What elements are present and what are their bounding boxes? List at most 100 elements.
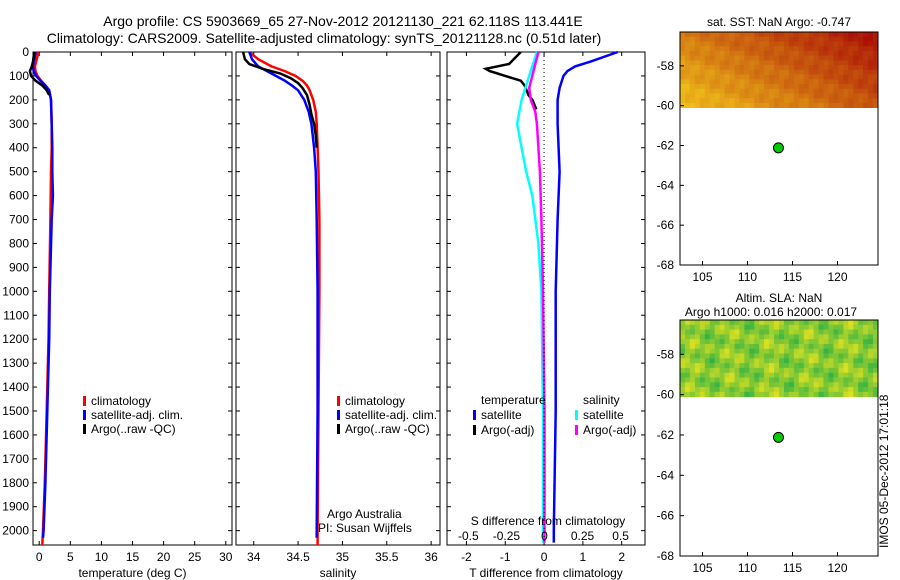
sst_map-cell — [788, 69, 795, 75]
depth-tick-label: 200 — [9, 93, 29, 107]
sla_map-cell — [734, 320, 740, 326]
sst_map-cell — [803, 60, 810, 66]
sla_map-cell — [793, 339, 800, 345]
sst_map-cell — [694, 84, 701, 90]
sla_map-cell — [744, 324, 750, 330]
sla_map-cell — [808, 387, 815, 393]
sst_map-cell — [848, 41, 854, 47]
sst_map-cell — [818, 50, 824, 56]
difference-x-tick-label: 2 — [618, 550, 625, 564]
sst_map-cell — [759, 93, 765, 99]
sst_map-cell — [729, 55, 735, 61]
sla_map-cell — [739, 320, 745, 326]
sst_map-cell — [724, 32, 730, 38]
sst_map-cell — [744, 50, 750, 56]
sst_map-cell — [689, 93, 696, 99]
sla_map-cell — [734, 324, 740, 330]
sla_map-cell — [813, 387, 819, 393]
sla_map-cell — [779, 339, 785, 345]
sla_map-cell — [823, 372, 829, 378]
difference-series-3 — [527, 51, 546, 543]
sla_map-cell — [823, 377, 829, 383]
sla_map-cell — [838, 339, 844, 345]
sla_map-cell — [714, 391, 720, 398]
sla_map-cell — [719, 387, 725, 393]
sst_map-cell — [689, 84, 696, 90]
sst_map-cell — [858, 74, 864, 80]
sla_map-cell — [774, 353, 780, 359]
sst_map-cell — [823, 74, 829, 80]
sla_map-cell — [744, 358, 750, 364]
sla_map-cell — [868, 391, 874, 398]
sla_map-y-tick-label: -58 — [657, 347, 675, 361]
sst_map-cell — [680, 32, 686, 38]
sla_map-cell — [754, 339, 760, 345]
sst_map-cell — [833, 98, 839, 104]
sst_map-cell — [694, 65, 701, 71]
sst_map-cell — [798, 60, 805, 66]
sla_map-cell — [759, 377, 765, 383]
sst_map-cell — [729, 65, 735, 71]
sla_map-cell — [784, 363, 790, 369]
sla_map-cell — [833, 391, 839, 398]
sst_map-cell — [828, 65, 834, 71]
sla_map-cell — [868, 358, 874, 364]
sla_map-cell — [828, 320, 834, 326]
salinity-panel: 34 34.5 35 35.5 36 salinity climatologysatelli… — [235, 51, 441, 580]
sst_map-cell — [838, 84, 844, 90]
sla_map-cell — [685, 348, 691, 354]
salinity-legend-label: Argo(..raw -QC) — [345, 422, 430, 436]
sst_map-cell — [729, 69, 735, 75]
sla_map-cell — [788, 339, 795, 345]
sla_map-cell — [823, 387, 829, 393]
sst_map-cell — [788, 65, 795, 71]
sla_map-cell — [803, 363, 810, 369]
sst_map-cell — [719, 36, 725, 42]
sst_map-cell — [699, 55, 706, 61]
sla_map-cell — [685, 329, 691, 335]
sla_map-cell — [739, 348, 745, 354]
sst_map-cell — [774, 84, 780, 90]
difference-series-0 — [552, 50, 619, 543]
sst_map-cell — [793, 32, 800, 38]
sla_map-cell — [818, 329, 824, 335]
depth-tick-label: 100 — [9, 69, 29, 83]
sla_map-cell — [838, 372, 844, 378]
sla_map-cell — [694, 344, 701, 350]
sla_map-cell — [739, 377, 745, 383]
sst_map-cell — [843, 65, 849, 71]
sst_map-cell — [779, 98, 785, 104]
depth-tick-label: 1400 — [2, 380, 29, 394]
sla_map-cell — [744, 372, 750, 378]
sst_map-cell — [873, 93, 879, 99]
sst_map-cell — [769, 65, 775, 71]
sla_map-cell — [709, 377, 716, 383]
sla_map-cell — [858, 334, 864, 340]
sla_map-cell — [704, 363, 711, 369]
sst_map-cell — [803, 46, 810, 52]
sla_map-cell — [848, 320, 854, 326]
sla_map-cell — [749, 324, 755, 330]
sla_map-cell — [833, 382, 839, 388]
sla_map-cell — [685, 372, 691, 378]
sla_map-cell — [749, 320, 755, 326]
sla_map-cell — [823, 320, 829, 326]
sla_map-cell — [838, 391, 844, 398]
sla_map-cell — [769, 367, 775, 374]
sla_map-cell — [719, 353, 725, 359]
sst_map-cell — [833, 88, 839, 94]
sst_map-cell — [689, 74, 696, 80]
sla_map-cell — [734, 363, 740, 369]
sla_map-cell — [739, 344, 745, 350]
sst_map-cell — [848, 65, 854, 71]
sst_map-cell — [784, 60, 790, 66]
sla_map-cell — [858, 391, 864, 398]
sst_map-cell — [848, 46, 854, 52]
depth-tick-label: 400 — [9, 141, 29, 155]
sla_map-cell — [863, 358, 869, 364]
sla_map-cell — [774, 344, 780, 350]
sla_map-cell — [853, 329, 859, 335]
sla_map-cell — [868, 377, 874, 383]
sla_map-cell — [833, 334, 839, 340]
sla_map-cell — [863, 377, 869, 383]
